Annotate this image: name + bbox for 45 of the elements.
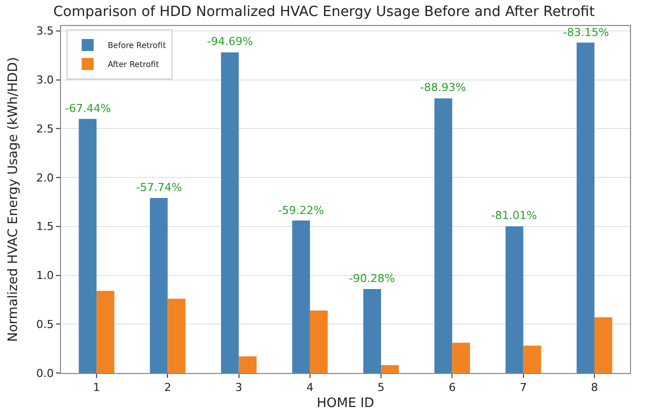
y-tick-label: 2.0 bbox=[36, 171, 54, 184]
x-tick-label: 3 bbox=[235, 381, 242, 394]
x-tick-label: 4 bbox=[306, 381, 314, 394]
bar bbox=[150, 198, 168, 373]
bar bbox=[78, 118, 97, 373]
x-tick-label: 1 bbox=[93, 381, 100, 394]
annotation: -59.22% bbox=[278, 204, 324, 217]
y-tick-label: 1.0 bbox=[36, 269, 54, 282]
annotation: -57.74% bbox=[136, 181, 182, 194]
x-tick-label: 6 bbox=[448, 381, 456, 394]
chart-title: Comparison of HDD Normalized HVAC Energy Usage Before and After Retrofit bbox=[53, 4, 596, 20]
annotation: -67.44% bbox=[65, 102, 111, 115]
y-tick-label: 2.5 bbox=[36, 122, 54, 136]
bar bbox=[292, 220, 310, 373]
x-tick-label: 5 bbox=[378, 381, 385, 394]
y-tick-label: 3.0 bbox=[36, 74, 54, 87]
bar bbox=[238, 356, 257, 373]
bar bbox=[576, 42, 594, 373]
bar bbox=[96, 290, 114, 373]
legend-label: After Retrofit bbox=[108, 60, 159, 70]
annotation: -90.28% bbox=[349, 272, 395, 285]
y-tick-label: 1.5 bbox=[36, 220, 54, 234]
bar bbox=[594, 317, 612, 373]
bar bbox=[523, 346, 542, 373]
y-tick-label: 3.5 bbox=[36, 24, 54, 38]
annotation: -88.93% bbox=[420, 81, 466, 94]
bar bbox=[363, 288, 382, 373]
annotation: -94.69% bbox=[207, 35, 253, 48]
y-tick-label: 0.5 bbox=[36, 318, 54, 331]
bar bbox=[168, 298, 186, 373]
x-tick-label: 2 bbox=[164, 381, 172, 394]
annotation: -81.01% bbox=[491, 209, 537, 222]
bar bbox=[452, 342, 470, 373]
bar bbox=[434, 98, 452, 373]
y-axis-title: Normalized HVAC Energy Usage (kWh/HDD) bbox=[6, 57, 22, 342]
bar bbox=[221, 52, 239, 373]
bar bbox=[381, 365, 399, 373]
x-tick-label: 8 bbox=[590, 381, 598, 394]
x-axis-title: HOME ID bbox=[316, 396, 374, 411]
annotation: -83.15% bbox=[563, 26, 609, 39]
y-tick-label: 0.0 bbox=[36, 366, 54, 380]
bar bbox=[506, 226, 524, 373]
bar bbox=[310, 310, 328, 373]
legend-label: Before Retrofit bbox=[108, 41, 166, 50]
x-tick-label: 7 bbox=[520, 381, 527, 394]
